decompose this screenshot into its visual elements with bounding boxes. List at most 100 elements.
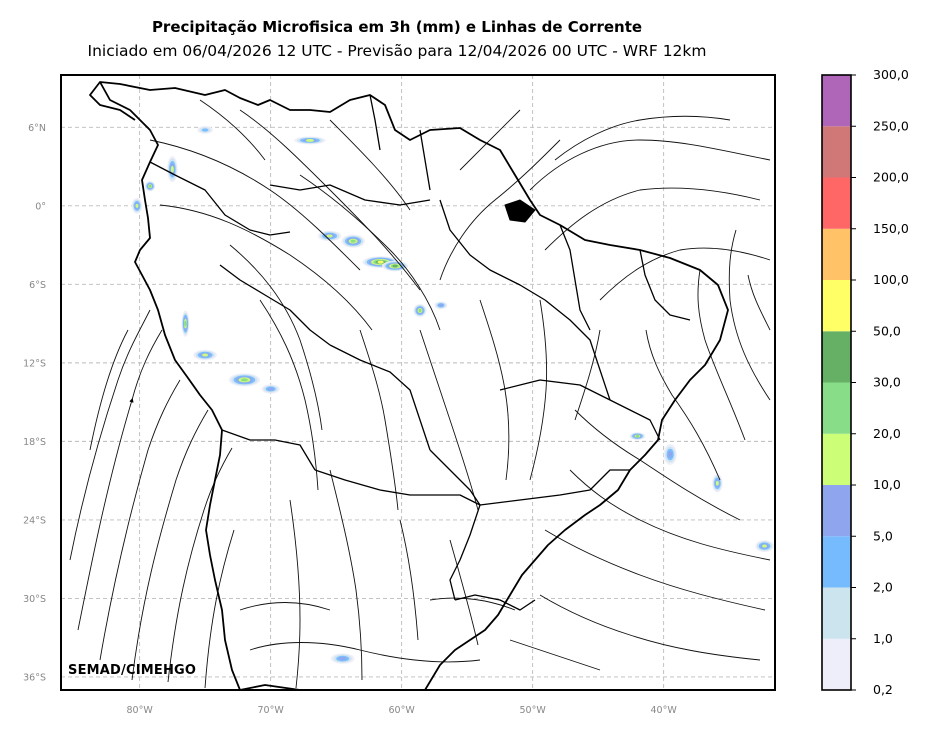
colorbar-segment [822, 638, 851, 690]
border-line [479, 469, 630, 506]
streamline [149, 139, 361, 271]
amazon-river-mouth [504, 199, 536, 223]
precip-cell [148, 184, 152, 188]
border-line [454, 594, 536, 611]
colorbar-segment [822, 382, 851, 434]
streamline [239, 602, 331, 611]
lon-tick-label: 60°W [389, 705, 416, 716]
precip-cell [418, 309, 422, 313]
streamline [359, 329, 399, 511]
streamline [544, 187, 761, 251]
lat-tick-label: 0° [35, 201, 46, 212]
border-line [369, 94, 381, 151]
precip-cell [377, 260, 384, 264]
colorbar-label: 200,0 [873, 170, 909, 185]
coastline-and-borders [89, 81, 729, 690]
streamline [509, 639, 601, 671]
border-line [149, 161, 291, 236]
colorbar-segment [822, 126, 851, 178]
precipitation-layer [131, 126, 774, 664]
streamline [645, 329, 721, 481]
precip-cell [635, 434, 640, 438]
colorbar-segment [822, 587, 851, 639]
precip-cell [338, 656, 347, 661]
streamline [131, 409, 209, 681]
central-america-outline [89, 81, 136, 121]
lat-tick-label: 18°S [23, 437, 46, 448]
colorbar-segment [822, 177, 851, 229]
border-line [314, 469, 481, 506]
border-line [419, 129, 431, 191]
streamline [77, 329, 163, 631]
border-line [439, 199, 546, 301]
lat-tick-label: 6°S [29, 280, 46, 291]
streamline [569, 469, 771, 561]
streamline [89, 329, 129, 451]
lat-tick-label: 30°S [23, 594, 46, 605]
border-line [221, 429, 316, 471]
lon-tick-label: 50°W [520, 705, 547, 716]
precip-cell [438, 303, 444, 307]
border-line [609, 399, 661, 441]
streamline [747, 274, 771, 331]
streamline [429, 597, 516, 611]
continent-outline [99, 81, 729, 690]
precip-cell [392, 264, 398, 268]
streamline [574, 329, 601, 421]
streamline [204, 529, 235, 689]
precip-cell [326, 234, 333, 238]
longitude-tick-labels: 80°W 70°W 60°W 50°W 40°W [126, 705, 677, 716]
colorbar-label: 250,0 [873, 118, 909, 133]
colorbar-segment [822, 75, 851, 127]
colorbar-label: 150,0 [873, 221, 909, 236]
precip-cell [668, 451, 673, 458]
colorbar-segment [822, 485, 851, 537]
border-line [219, 264, 331, 346]
colorbar-segment [822, 280, 851, 332]
colorbar-label: 20,0 [873, 426, 901, 441]
map-title: Precipitação Microfisica em 3h (mm) e Li… [151, 18, 643, 36]
precip-cell [240, 378, 248, 382]
streamline [728, 229, 771, 401]
streamline [99, 379, 181, 661]
streamline [479, 299, 510, 481]
streamline [167, 447, 233, 683]
precip-cell [170, 165, 174, 173]
streamline [199, 99, 266, 161]
streamline [419, 329, 479, 511]
lon-tick-label: 80°W [126, 705, 153, 716]
streamlines-layer [69, 99, 771, 689]
border-line [429, 449, 481, 601]
colorbar-segment [822, 433, 851, 485]
lat-tick-label: 12°S [23, 358, 46, 369]
streamline [229, 244, 323, 431]
streamline [239, 109, 421, 291]
colorbar-label: 0,2 [873, 682, 893, 697]
streamline [259, 299, 319, 491]
streamline [599, 247, 771, 301]
lat-tick-label: 24°S [23, 515, 46, 526]
latitude-tick-labels: 6°N 0° 6°S 12°S 18°S 24°S 30°S 36°S [23, 123, 46, 684]
streamline [159, 204, 373, 331]
map-subtitle: Iniciado em 06/04/2026 12 UTC - Previsão… [87, 42, 707, 60]
streamline [329, 119, 411, 211]
lat-tick-label: 6°N [28, 123, 46, 134]
border-line [544, 299, 611, 401]
streamline [289, 499, 301, 689]
streamline [249, 642, 481, 663]
lon-tick-label: 70°W [257, 705, 284, 716]
colorbar-label: 50,0 [873, 323, 901, 338]
precip-cell [202, 353, 209, 357]
lat-tick-label: 36°S [23, 672, 46, 683]
precip-cell [201, 128, 209, 132]
credit-label: SEMAD/CIMEHGO [68, 663, 197, 678]
colorbar-label: 1,0 [873, 631, 893, 646]
streamline [554, 115, 731, 161]
border-line [329, 344, 431, 451]
streamline [439, 139, 561, 281]
colorbar-label: 5,0 [873, 528, 893, 543]
precip-cell [183, 320, 187, 327]
colorbar-label: 2,0 [873, 580, 893, 595]
colorbar: 0,2 1,0 2,0 5,0 10,0 20,0 30,0 50,0 100,0 150,0 20… [821, 67, 909, 697]
